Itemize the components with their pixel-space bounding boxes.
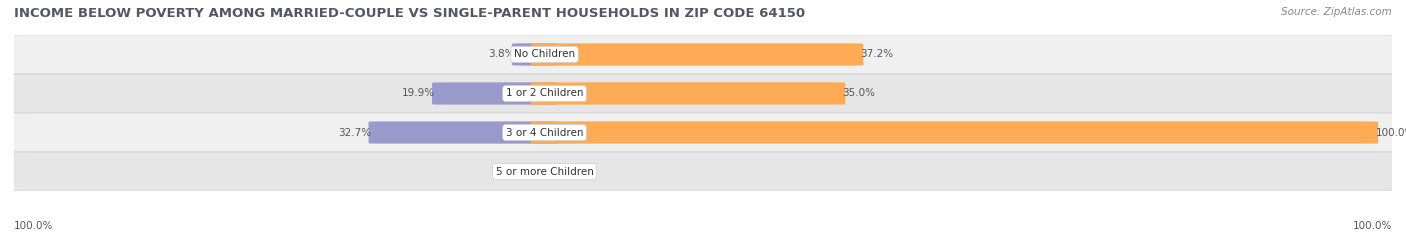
Text: 3 or 4 Children: 3 or 4 Children	[506, 127, 583, 137]
FancyBboxPatch shape	[0, 113, 1406, 152]
Text: 19.9%: 19.9%	[402, 89, 434, 99]
Text: 100.0%: 100.0%	[1353, 221, 1392, 231]
Text: 37.2%: 37.2%	[860, 49, 894, 59]
FancyBboxPatch shape	[0, 35, 1406, 74]
Text: 100.0%: 100.0%	[14, 221, 53, 231]
Text: 0.0%: 0.0%	[505, 167, 531, 177]
Text: 1 or 2 Children: 1 or 2 Children	[506, 89, 583, 99]
Text: INCOME BELOW POVERTY AMONG MARRIED-COUPLE VS SINGLE-PARENT HOUSEHOLDS IN ZIP COD: INCOME BELOW POVERTY AMONG MARRIED-COUPL…	[14, 7, 806, 20]
Text: No Children: No Children	[515, 49, 575, 59]
Text: 32.7%: 32.7%	[339, 127, 371, 137]
FancyBboxPatch shape	[0, 74, 1406, 113]
FancyBboxPatch shape	[531, 121, 1378, 144]
FancyBboxPatch shape	[368, 121, 558, 144]
Text: Source: ZipAtlas.com: Source: ZipAtlas.com	[1281, 7, 1392, 17]
FancyBboxPatch shape	[531, 82, 845, 105]
FancyBboxPatch shape	[531, 43, 863, 65]
Text: 35.0%: 35.0%	[842, 89, 876, 99]
Text: 3.8%: 3.8%	[488, 49, 515, 59]
Text: 0.0%: 0.0%	[558, 167, 585, 177]
FancyBboxPatch shape	[432, 82, 558, 105]
FancyBboxPatch shape	[0, 152, 1406, 191]
Text: 100.0%: 100.0%	[1375, 127, 1406, 137]
FancyBboxPatch shape	[512, 43, 558, 65]
Text: 5 or more Children: 5 or more Children	[495, 167, 593, 177]
